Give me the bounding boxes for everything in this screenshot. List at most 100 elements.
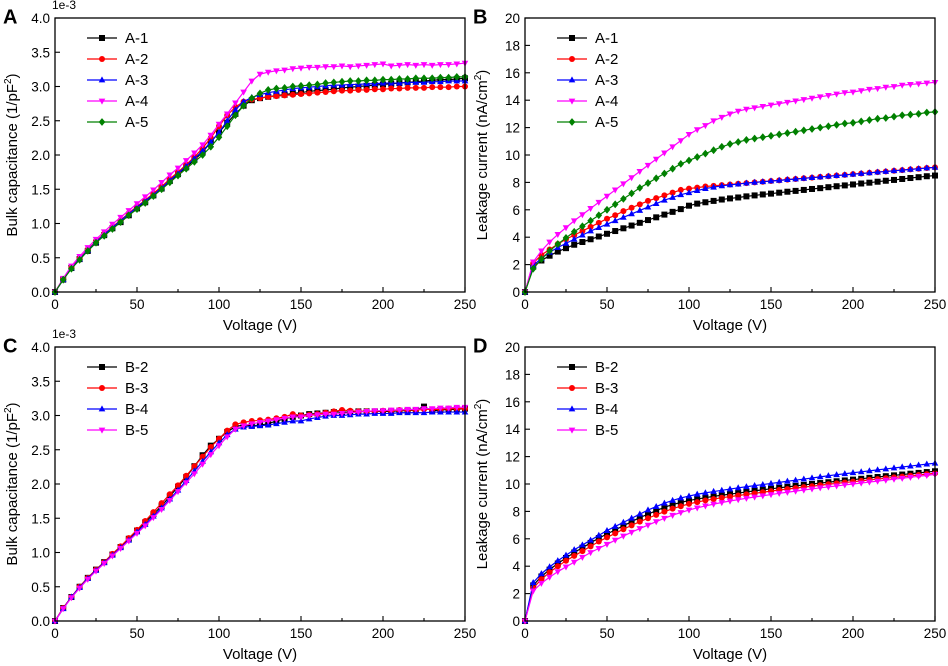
data-point — [734, 108, 742, 115]
data-point — [330, 411, 338, 418]
data-point — [833, 91, 840, 98]
data-point — [404, 84, 411, 91]
legend-item-b-5: B-5 — [557, 422, 618, 439]
data-point — [603, 193, 611, 200]
data-point — [816, 173, 824, 180]
x-tick-label: 0 — [51, 626, 59, 641]
data-point — [191, 154, 198, 161]
y-tick-label: 1.5 — [31, 182, 50, 197]
data-point — [68, 264, 75, 273]
data-point — [652, 156, 660, 163]
data-point — [759, 493, 767, 500]
data-point — [915, 165, 922, 172]
y-tick-label: 0.5 — [31, 580, 50, 595]
data-point — [445, 62, 452, 69]
data-point — [775, 176, 783, 183]
data-point — [579, 554, 586, 561]
data-point — [841, 90, 849, 97]
data-point — [183, 472, 190, 479]
data-point — [775, 490, 783, 497]
data-point — [611, 200, 619, 209]
data-point — [767, 177, 775, 184]
data-point — [718, 114, 726, 121]
legend-label: A-3 — [125, 72, 148, 89]
data-point — [322, 411, 329, 418]
data-point — [841, 182, 848, 189]
legend-label: B-2 — [595, 359, 618, 376]
data-point — [379, 75, 387, 84]
data-point — [628, 514, 635, 521]
data-point — [653, 195, 660, 202]
data-point — [529, 264, 537, 273]
data-point — [387, 63, 395, 70]
data-point — [809, 185, 815, 192]
data-point — [314, 412, 321, 419]
data-point — [743, 136, 750, 144]
data-point — [849, 481, 857, 488]
data-point — [546, 569, 553, 576]
x-tick-label: 150 — [760, 297, 783, 312]
data-point — [833, 171, 840, 178]
legend-item-b-4: B-4 — [87, 401, 148, 418]
data-point — [734, 138, 742, 146]
data-point — [281, 92, 288, 99]
data-point — [661, 515, 668, 522]
legend-item-b-3: B-3 — [557, 380, 618, 397]
data-point — [396, 85, 403, 92]
series-a-5 — [521, 107, 939, 296]
data-point — [587, 206, 594, 213]
data-point — [611, 187, 619, 194]
legend-label: A-4 — [595, 93, 618, 110]
data-point — [702, 149, 709, 158]
data-point — [412, 406, 420, 413]
legend-item-a-2: A-2 — [557, 51, 618, 68]
data-point — [603, 220, 611, 227]
data-point — [363, 86, 370, 93]
data-point — [68, 595, 75, 602]
y-tick-label: 16 — [505, 395, 520, 410]
data-point — [604, 230, 610, 237]
data-point — [628, 222, 635, 229]
x-tick-label: 50 — [599, 626, 614, 641]
data-point — [734, 497, 742, 504]
data-point — [644, 506, 652, 513]
x-tick-label: 200 — [372, 626, 395, 641]
data-point — [191, 471, 198, 478]
data-point — [453, 73, 461, 81]
data-point — [603, 205, 611, 214]
data-point — [174, 165, 182, 172]
data-point — [546, 247, 553, 255]
legend-label: B-5 — [595, 422, 618, 439]
data-point — [595, 233, 602, 240]
data-point — [759, 133, 767, 142]
data-point — [347, 87, 354, 94]
data-point — [256, 419, 264, 426]
data-point — [899, 175, 906, 182]
x-tick-label: 50 — [129, 297, 144, 312]
data-point — [570, 546, 578, 553]
x-tick-label: 100 — [678, 297, 701, 312]
data-point — [882, 84, 890, 91]
data-point — [199, 461, 206, 468]
data-point — [645, 197, 651, 204]
data-point — [215, 133, 223, 142]
data-point — [199, 151, 206, 159]
data-point — [595, 545, 603, 552]
data-point — [751, 482, 758, 489]
series-line — [524, 174, 936, 293]
data-point — [628, 210, 635, 217]
legend: A-1 A-2 A-3 A-4 A-5 — [557, 30, 618, 131]
data-point — [800, 97, 808, 104]
data-point — [412, 74, 420, 83]
legend-item-a-2: A-2 — [87, 51, 148, 68]
data-point — [396, 407, 403, 414]
legend-label: A-5 — [595, 114, 618, 131]
data-point — [907, 462, 914, 469]
data-point — [784, 188, 791, 195]
data-point — [297, 65, 305, 72]
y-tick-label: 2.5 — [31, 114, 50, 129]
data-point — [546, 563, 553, 570]
data-point — [232, 111, 239, 120]
legend-marker — [568, 405, 576, 412]
legend: A-1 A-2 A-3 A-4 A-5 — [87, 30, 148, 131]
